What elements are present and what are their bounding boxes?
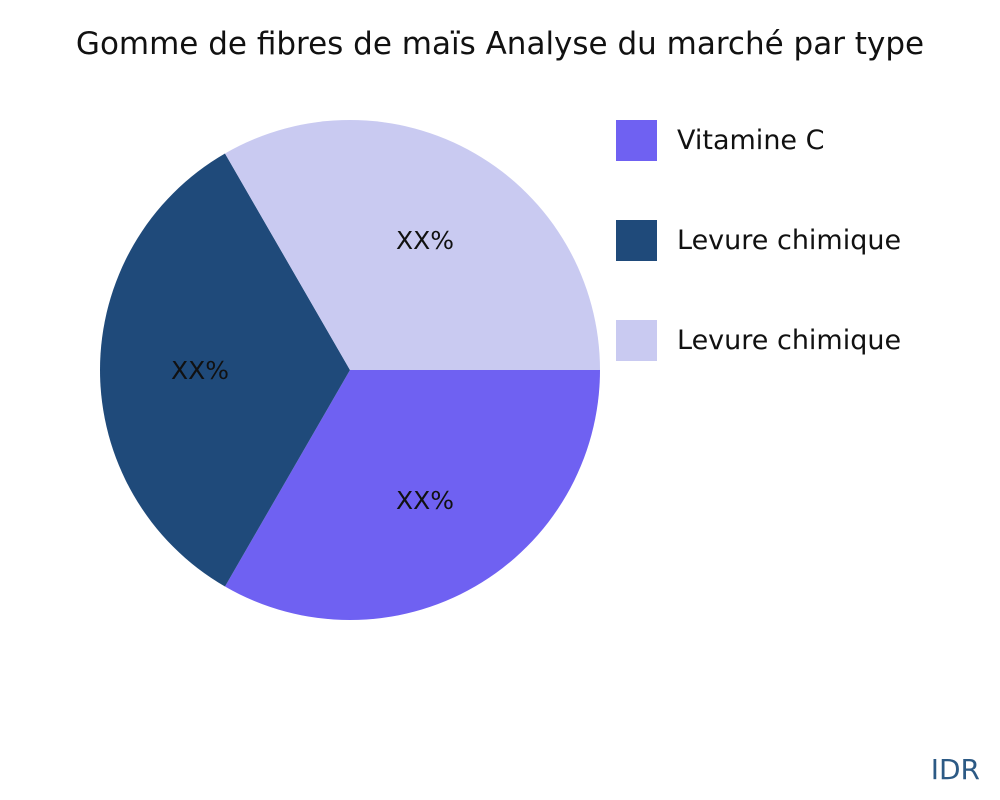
pie-slice-0: [225, 370, 600, 620]
legend-label: Levure chimique: [677, 325, 902, 356]
legend-swatch: [616, 120, 657, 161]
legend-swatch: [616, 220, 657, 261]
slice-label-2: XX%: [396, 226, 454, 255]
legend-item-1: Levure chimique: [616, 220, 901, 261]
chart-title: Gomme de fibres de maïs Analyse du march…: [75, 26, 925, 62]
slice-label-0: XX%: [396, 486, 454, 515]
legend-label: Vitamine C: [677, 125, 825, 156]
legend-label: Levure chimique: [677, 225, 902, 256]
brand-logo: IDR: [930, 753, 980, 786]
legend-swatch: [616, 320, 657, 361]
legend-item-2: Levure chimique: [616, 320, 901, 361]
pie-slice-2: [225, 119, 600, 370]
slice-label-1: XX%: [171, 356, 229, 385]
legend-item-0: Vitamine C: [616, 120, 824, 161]
